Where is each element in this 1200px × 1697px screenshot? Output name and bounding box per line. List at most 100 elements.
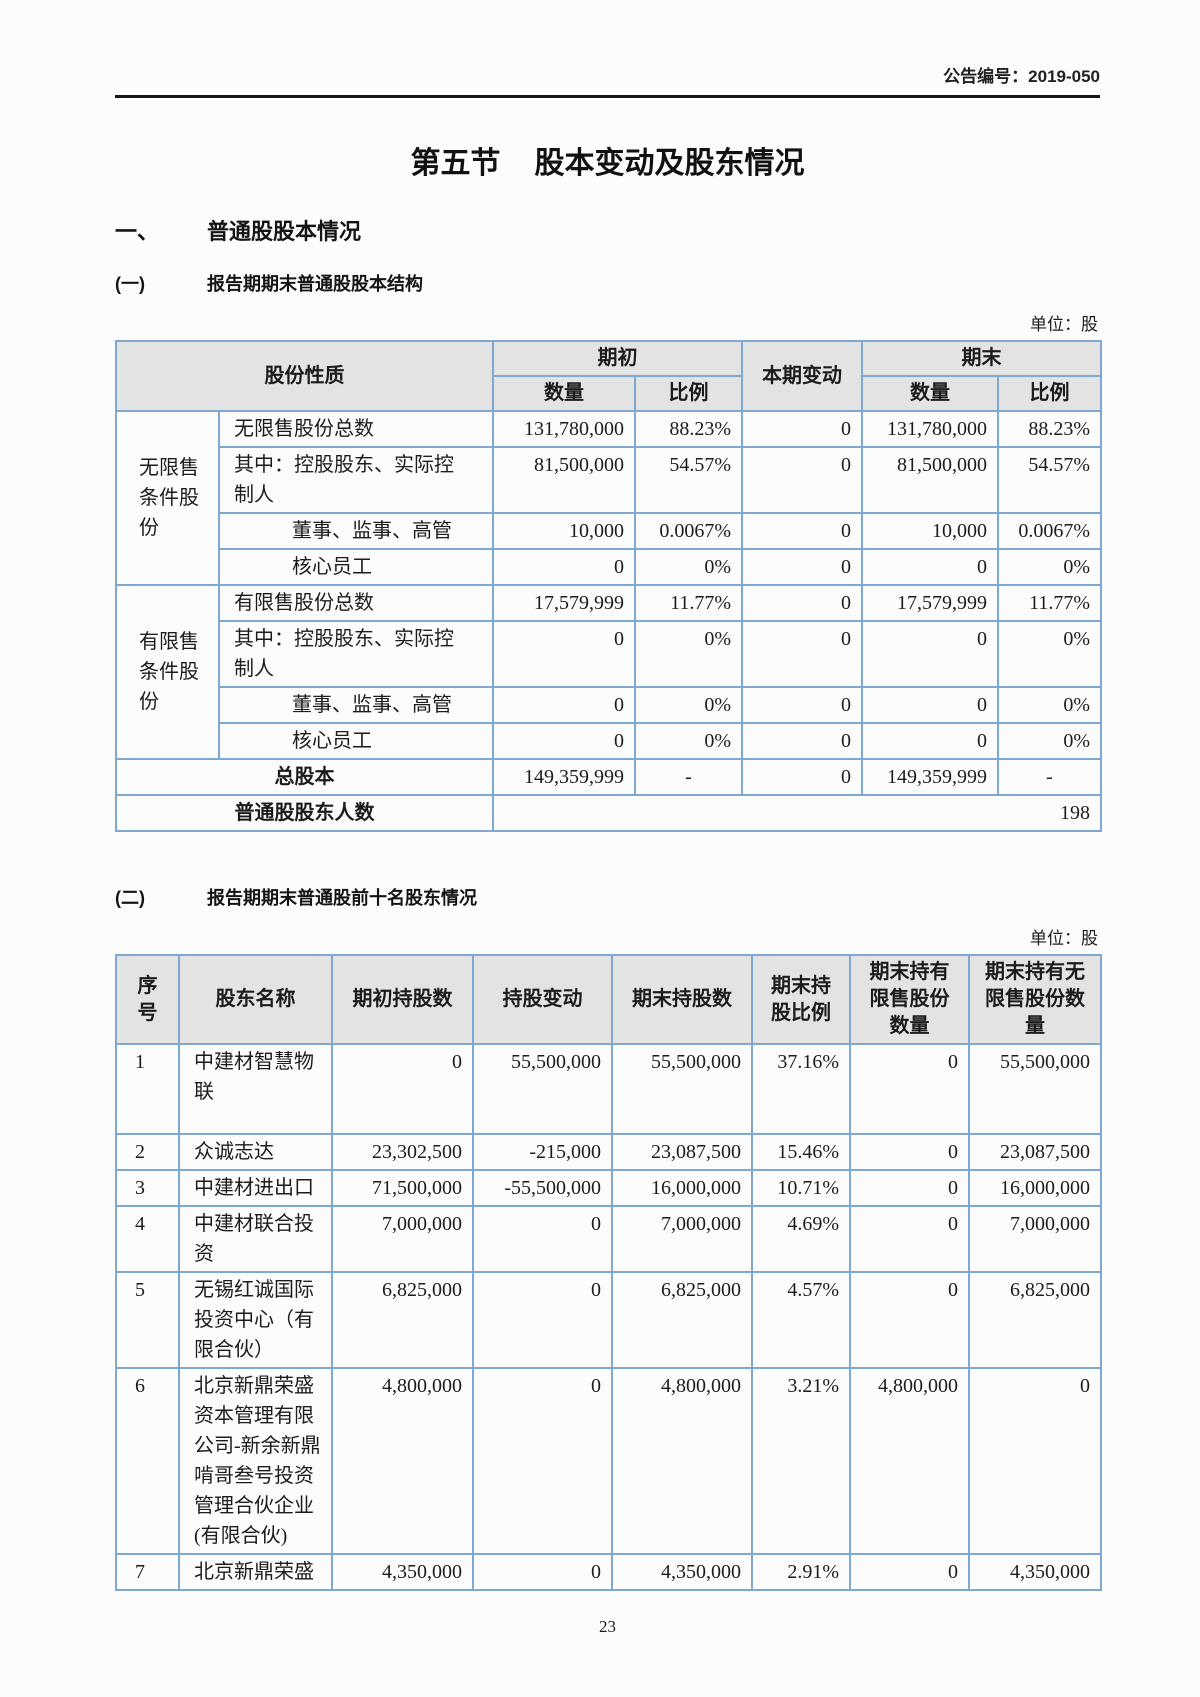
- table-cell: 4,800,000: [849, 1367, 970, 1555]
- table-cell: 0: [741, 584, 863, 622]
- table-row: 其中：控股股东、实际控制人 0 0% 0 0 0%: [116, 620, 1102, 688]
- table-row: 核心员工 0 0% 0 0 0%: [116, 548, 1102, 586]
- table-cell: 23,087,500: [611, 1133, 753, 1171]
- share-structure-table: 股份性质 期初 本期变动 期末 数量 比例 数量 比例 无限售条件股份 无限售股…: [115, 340, 1102, 832]
- col-header-end-shares: 期末持股数: [611, 954, 753, 1045]
- table-cell: 16,000,000: [611, 1169, 753, 1207]
- page-title-text: 股本变动及股东情况: [534, 147, 805, 180]
- table-cell: 0: [472, 1205, 613, 1273]
- table-cell: 149,359,999: [492, 758, 636, 796]
- table-cell: -: [997, 758, 1102, 796]
- table-cell: 0: [849, 1133, 970, 1171]
- table-cell: 4,800,000: [611, 1367, 753, 1555]
- table-cell: 7,000,000: [611, 1205, 753, 1273]
- table-cell: 17,579,999: [492, 584, 636, 622]
- table-cell: 10,000: [492, 512, 636, 550]
- table-cell: 6,825,000: [611, 1271, 753, 1369]
- row-label: 有限售股份总数: [218, 584, 494, 622]
- col-header-change: 本期变动: [741, 340, 863, 412]
- col-header-qty: 数量: [861, 375, 999, 412]
- row-label: 总股本: [115, 758, 494, 796]
- table-row: 有限售条件股份 有限售股份总数 17,579,999 11.77% 0 17,5…: [115, 584, 1102, 760]
- table-cell: 7,000,000: [968, 1205, 1102, 1273]
- table-cell: 88.23%: [634, 410, 743, 448]
- col-header-restricted: 期末持有限售股份数量: [849, 954, 970, 1045]
- table-cell: 4: [115, 1205, 180, 1273]
- shareholder-name: 北京新鼎荣盛资本管理有限公司-新余新鼎啃哥叁号投资管理合伙企业(有限合伙): [178, 1367, 333, 1555]
- row-label: 核心员工: [218, 722, 494, 760]
- table-header-row: 序号 股东名称 期初持股数 持股变动 期末持股数 期末持股比例 期末持有限售股份…: [115, 954, 1102, 1045]
- table-cell: 0: [741, 548, 863, 586]
- table-cell: -: [634, 758, 743, 796]
- table-cell: 0%: [997, 686, 1102, 724]
- table-cell: 0: [741, 758, 863, 796]
- table-row: 6 北京新鼎荣盛资本管理有限公司-新余新鼎啃哥叁号投资管理合伙企业(有限合伙) …: [115, 1367, 1102, 1555]
- table-row: 其中：控股股东、实际控制人 81,500,000 54.57% 0 81,500…: [116, 446, 1102, 514]
- unit-label: 单位：股: [1030, 315, 1098, 334]
- table-cell: 0: [472, 1553, 613, 1591]
- table-cell: 0: [849, 1271, 970, 1369]
- shareholder-name: 众诚志达: [178, 1133, 333, 1171]
- table-cell: 0: [472, 1367, 613, 1555]
- table-cell: 3.21%: [751, 1367, 851, 1555]
- subsection-heading-1: (一) 报告期期末普通股股本结构: [115, 270, 1100, 296]
- col-header-qty: 数量: [492, 375, 636, 412]
- table-cell: 0: [472, 1271, 613, 1369]
- row-label: 无限售股份总数: [218, 410, 494, 448]
- table-cell: 0: [849, 1553, 970, 1591]
- table-row: 7 北京新鼎荣盛 4,350,000 0 4,350,000 2.91% 0 4…: [115, 1553, 1102, 1591]
- top-shareholders-table: 序号 股东名称 期初持股数 持股变动 期末持股数 期末持股比例 期末持有限售股份…: [115, 954, 1102, 1591]
- table-row: 1 中建材智慧物联 0 55,500,000 55,500,000 37.16%…: [115, 1043, 1102, 1135]
- page-title: 第五节 股本变动及股东情况: [115, 138, 1100, 182]
- subsection-number: (一): [115, 274, 145, 294]
- col-header-ratio: 比例: [634, 375, 743, 412]
- table-cell: 10,000: [861, 512, 999, 550]
- section-number: 一、: [115, 219, 160, 244]
- table-cell: 0: [492, 620, 636, 688]
- table-header-row: 股份性质 期初 本期变动 期末: [115, 340, 1102, 412]
- table-cell: 1: [115, 1043, 180, 1135]
- table-cell: -215,000: [472, 1133, 613, 1171]
- table-cell: 149,359,999: [861, 758, 999, 796]
- table-cell: 0.0067%: [997, 512, 1102, 550]
- table-cell: -55,500,000: [472, 1169, 613, 1207]
- table-cell: 0: [741, 446, 863, 514]
- table-cell: 0: [861, 686, 999, 724]
- table-cell: 0: [492, 686, 636, 724]
- subsection-title: 报告期期末普通股前十名股东情况: [207, 888, 477, 908]
- table-cell: 81,500,000: [492, 446, 636, 514]
- table-cell: 54.57%: [634, 446, 743, 514]
- table-cell: 131,780,000: [492, 410, 636, 448]
- page-content: 公告编号：2019-050 第五节 股本变动及股东情况 一、 普通股股本情况 (一…: [115, 67, 1102, 1636]
- table-cell: 198: [492, 794, 1102, 832]
- table-cell: 0: [492, 548, 636, 586]
- table-cell: 71,500,000: [331, 1169, 474, 1207]
- shareholder-name: 中建材智慧物联: [178, 1043, 333, 1135]
- table-cell: 0: [968, 1367, 1102, 1555]
- table-cell: 15.46%: [751, 1133, 851, 1171]
- shareholder-name: 中建材进出口: [178, 1169, 333, 1207]
- table-cell: 0.0067%: [634, 512, 743, 550]
- table-cell: 23,302,500: [331, 1133, 474, 1171]
- table-cell: 55,500,000: [611, 1043, 753, 1135]
- table-cell: 11.77%: [997, 584, 1102, 622]
- table-cell: 0: [741, 410, 863, 448]
- table-cell: 0%: [997, 620, 1102, 688]
- table-cell: 2.91%: [751, 1553, 851, 1591]
- table-cell: 0: [849, 1169, 970, 1207]
- table-cell: 17,579,999: [861, 584, 999, 622]
- table-cell: 4,350,000: [331, 1553, 474, 1591]
- table-cell: 81,500,000: [861, 446, 999, 514]
- group-label: 无限售条件股份: [115, 410, 220, 586]
- col-header-beginning: 期初: [492, 340, 743, 377]
- table-row: 核心员工 0 0% 0 0 0%: [116, 722, 1102, 760]
- table-cell: 37.16%: [751, 1043, 851, 1135]
- col-header-shareholder: 股东名称: [178, 954, 333, 1045]
- announcement-number: 公告编号：2019-050: [943, 67, 1100, 86]
- table-cell: 0%: [634, 620, 743, 688]
- subsection-heading-2: (二) 报告期期末普通股前十名股东情况: [115, 884, 1100, 910]
- table-cell: 0: [741, 620, 863, 688]
- table-cell: 0: [492, 722, 636, 760]
- table-row: 无限售条件股份 无限售股份总数 131,780,000 88.23% 0 131…: [115, 410, 1102, 586]
- header-rule: [115, 95, 1100, 98]
